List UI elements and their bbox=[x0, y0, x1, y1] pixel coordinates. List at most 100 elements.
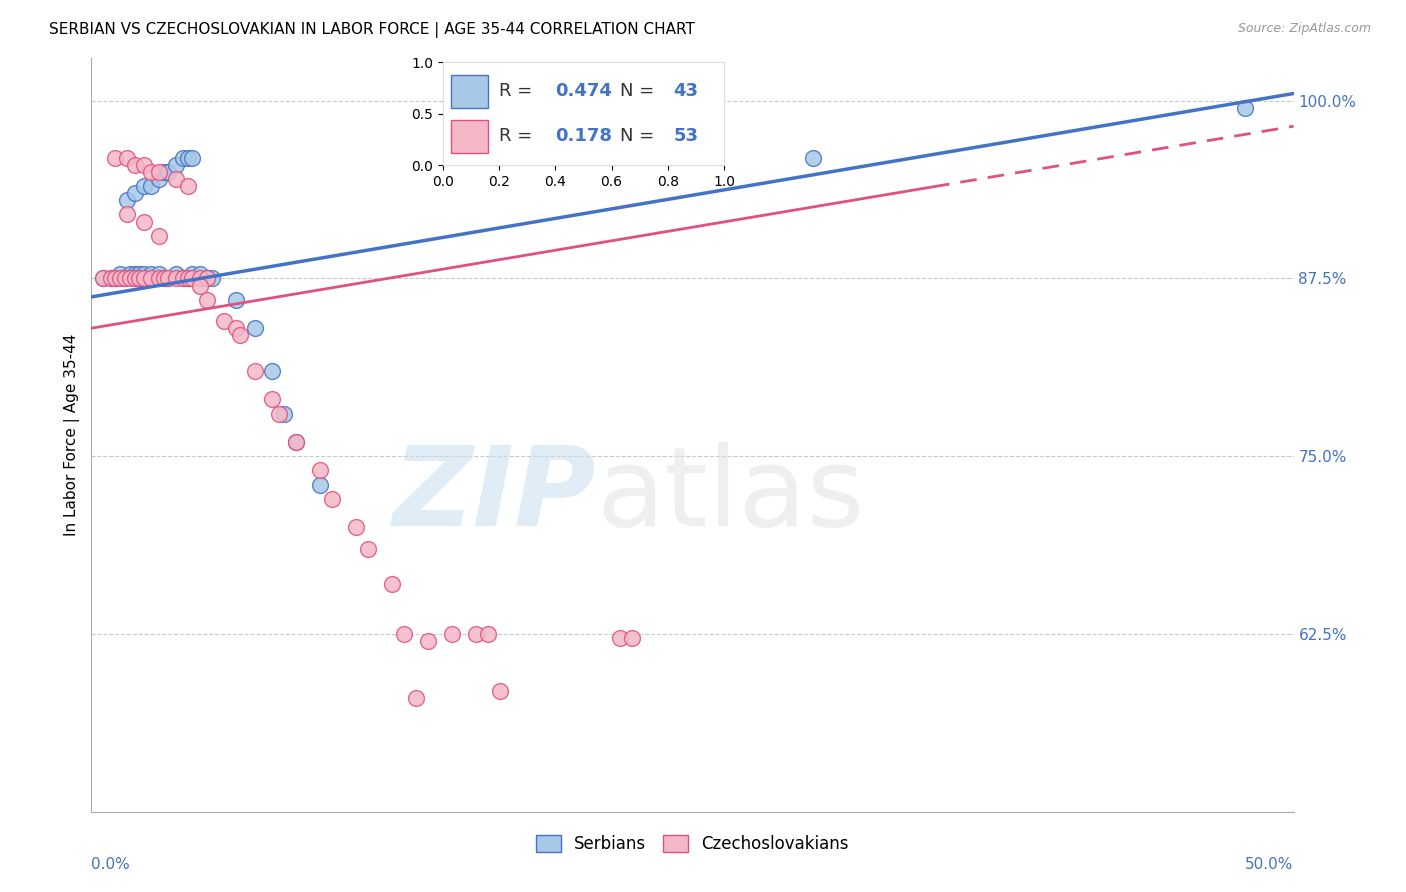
Point bbox=[181, 151, 204, 165]
Text: Source: ZipAtlas.com: Source: ZipAtlas.com bbox=[1237, 22, 1371, 36]
Point bbox=[117, 151, 139, 165]
Point bbox=[134, 271, 156, 285]
Point bbox=[243, 321, 266, 335]
FancyBboxPatch shape bbox=[451, 120, 488, 153]
Text: 53: 53 bbox=[673, 128, 699, 145]
Legend: Serbians, Czechoslovakians: Serbians, Czechoslovakians bbox=[529, 829, 856, 860]
Point bbox=[134, 214, 156, 228]
Text: R =: R = bbox=[499, 128, 533, 145]
Point bbox=[152, 271, 174, 285]
Text: 0.178: 0.178 bbox=[555, 128, 613, 145]
Text: SERBIAN VS CZECHOSLOVAKIAN IN LABOR FORCE | AGE 35-44 CORRELATION CHART: SERBIAN VS CZECHOSLOVAKIAN IN LABOR FORC… bbox=[49, 22, 695, 38]
Point bbox=[321, 491, 343, 506]
Point bbox=[621, 631, 644, 645]
Point bbox=[134, 271, 156, 285]
Text: 0.474: 0.474 bbox=[555, 82, 612, 100]
Text: R =: R = bbox=[499, 82, 533, 100]
Point bbox=[124, 267, 146, 281]
Point bbox=[477, 627, 499, 641]
Point bbox=[100, 271, 122, 285]
Point bbox=[117, 193, 139, 207]
Point bbox=[344, 520, 367, 534]
Point bbox=[134, 158, 156, 172]
Point bbox=[195, 293, 218, 307]
Point bbox=[243, 364, 266, 378]
Text: ZIP: ZIP bbox=[392, 442, 596, 549]
Point bbox=[110, 267, 132, 281]
Point bbox=[124, 158, 146, 172]
Point bbox=[148, 228, 170, 243]
Point bbox=[176, 271, 198, 285]
Point bbox=[188, 267, 211, 281]
Point bbox=[148, 267, 170, 281]
Point bbox=[801, 151, 824, 165]
Point bbox=[141, 178, 163, 193]
Point bbox=[124, 271, 146, 285]
Point bbox=[110, 271, 132, 285]
Y-axis label: In Labor Force | Age 35-44: In Labor Force | Age 35-44 bbox=[65, 334, 80, 536]
Point bbox=[157, 271, 180, 285]
Point bbox=[260, 392, 283, 407]
Point bbox=[489, 683, 512, 698]
Text: 50.0%: 50.0% bbox=[1246, 857, 1294, 872]
Point bbox=[609, 631, 631, 645]
Point bbox=[1234, 101, 1257, 115]
Point bbox=[405, 690, 427, 705]
Point bbox=[124, 186, 146, 200]
Point bbox=[267, 407, 290, 421]
Point bbox=[273, 407, 295, 421]
Point bbox=[172, 271, 194, 285]
Point bbox=[114, 271, 136, 285]
Point bbox=[165, 158, 187, 172]
Point bbox=[465, 627, 488, 641]
Point bbox=[93, 271, 115, 285]
Point bbox=[416, 634, 439, 648]
Point bbox=[440, 627, 463, 641]
Point bbox=[100, 271, 122, 285]
Point bbox=[157, 165, 180, 179]
Point bbox=[118, 267, 141, 281]
Point bbox=[165, 267, 187, 281]
Point bbox=[128, 271, 150, 285]
Point bbox=[152, 165, 174, 179]
Point bbox=[104, 271, 127, 285]
Point bbox=[114, 271, 136, 285]
Point bbox=[181, 271, 204, 285]
Point bbox=[134, 267, 156, 281]
Point bbox=[117, 207, 139, 221]
Point bbox=[118, 271, 141, 285]
Point bbox=[225, 293, 247, 307]
Text: 43: 43 bbox=[673, 82, 699, 100]
Point bbox=[128, 267, 150, 281]
Point bbox=[381, 577, 404, 591]
Point bbox=[181, 267, 204, 281]
Point bbox=[148, 172, 170, 186]
Point bbox=[357, 541, 380, 556]
Point bbox=[172, 271, 194, 285]
Point bbox=[141, 267, 163, 281]
Point bbox=[229, 328, 252, 343]
Point bbox=[148, 165, 170, 179]
Point bbox=[165, 271, 187, 285]
Point bbox=[176, 271, 198, 285]
Text: 0.0%: 0.0% bbox=[91, 857, 131, 872]
Point bbox=[284, 434, 307, 449]
Point bbox=[176, 178, 198, 193]
Point bbox=[201, 271, 224, 285]
FancyBboxPatch shape bbox=[451, 75, 488, 108]
Point bbox=[104, 151, 127, 165]
Point bbox=[308, 463, 330, 477]
Point bbox=[128, 271, 150, 285]
Point bbox=[176, 151, 198, 165]
Point bbox=[172, 151, 194, 165]
Text: atlas: atlas bbox=[596, 442, 865, 549]
Point bbox=[124, 271, 146, 285]
Point bbox=[195, 271, 218, 285]
Point bbox=[134, 178, 156, 193]
Point bbox=[260, 364, 283, 378]
Point bbox=[188, 278, 211, 293]
Point bbox=[152, 271, 174, 285]
Point bbox=[141, 271, 163, 285]
Point bbox=[195, 271, 218, 285]
Point bbox=[104, 271, 127, 285]
